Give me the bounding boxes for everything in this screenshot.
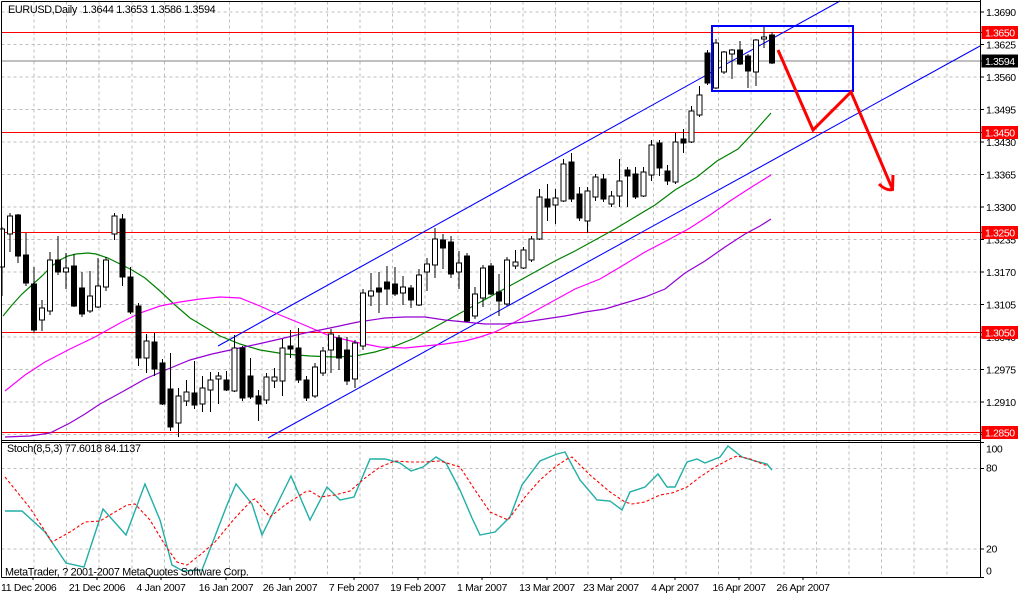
svg-text:1.3650: 1.3650 [985,28,1015,40]
svg-text:1.3690: 1.3690 [986,7,1016,19]
svg-text:1 Mar 2007: 1 Mar 2007 [457,582,508,594]
svg-text:Stoch(8,5,3) 77.6018 84.1137: Stoch(8,5,3) 77.6018 84.1137 [7,443,141,455]
svg-text:26 Jan 2007: 26 Jan 2007 [263,582,318,594]
svg-text:16 Jan 2007: 16 Jan 2007 [199,582,254,594]
svg-text:21 Dec 2006: 21 Dec 2006 [69,582,126,594]
svg-text:4 Jan 2007: 4 Jan 2007 [137,582,186,594]
svg-text:0: 0 [986,566,992,578]
svg-text:MetaTrader, ? 2001-2007 MetaQu: MetaTrader, ? 2001-2007 MetaQuotes Softw… [5,567,249,579]
svg-text:11 Dec 2006: 11 Dec 2006 [1,582,57,594]
svg-text:EURUSD,Daily 1.3644 1.3653 1.: EURUSD,Daily 1.3644 1.3653 1.3586 1.3594 [8,4,216,16]
svg-text:13 Mar 2007: 13 Mar 2007 [519,582,575,594]
svg-text:1.3300: 1.3300 [986,202,1016,214]
svg-text:1.2850: 1.2850 [985,428,1015,440]
svg-text:100: 100 [986,444,1003,456]
svg-text:1.3560: 1.3560 [986,72,1016,84]
svg-text:7 Feb 2007: 7 Feb 2007 [329,582,380,594]
svg-text:23 Mar 2007: 23 Mar 2007 [583,582,639,594]
svg-text:80: 80 [986,463,997,475]
svg-text:20: 20 [986,544,997,556]
svg-text:1.3495: 1.3495 [986,105,1016,117]
svg-text:1.3105: 1.3105 [986,300,1016,312]
svg-text:1.2910: 1.2910 [986,397,1016,409]
svg-text:1.3250: 1.3250 [985,228,1015,240]
svg-text:1.3625: 1.3625 [986,40,1016,52]
svg-text:4 Apr 2007: 4 Apr 2007 [651,582,699,594]
svg-text:1.3170: 1.3170 [986,267,1016,279]
svg-text:1.2975: 1.2975 [986,365,1016,377]
svg-text:19 Feb 2007: 19 Feb 2007 [390,582,446,594]
svg-text:1.3594: 1.3594 [985,56,1015,68]
svg-text:26 Apr 2007: 26 Apr 2007 [776,582,830,594]
svg-text:1.3450: 1.3450 [985,128,1015,140]
svg-text:1.3050: 1.3050 [985,328,1015,340]
svg-text:1.3365: 1.3365 [986,170,1016,182]
svg-text:16 Apr 2007: 16 Apr 2007 [712,582,766,594]
